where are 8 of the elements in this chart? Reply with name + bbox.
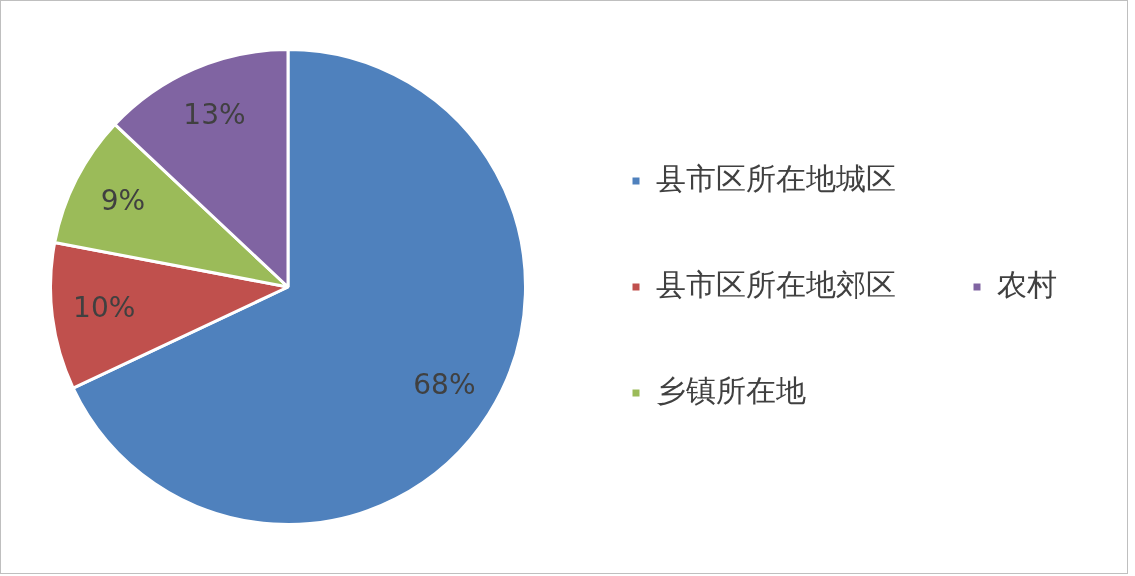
- legend-label: 农村: [997, 266, 1057, 302]
- legend-label: 县市区所在地城区: [656, 160, 896, 196]
- data-label: 9%: [100, 184, 146, 218]
- legend-label: 乡镇所在地: [656, 372, 806, 408]
- data-label: 10%: [73, 291, 136, 325]
- legend-label: 县市区所在地郊区: [656, 266, 896, 302]
- data-label: 68%: [413, 367, 476, 401]
- data-label: 13%: [183, 98, 246, 132]
